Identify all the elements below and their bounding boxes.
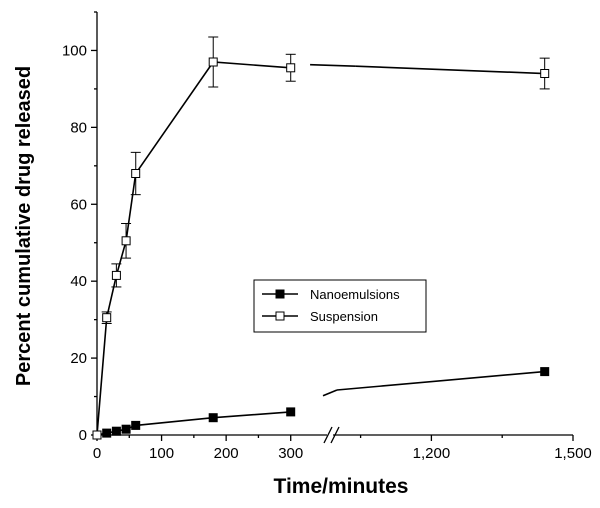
suspension-point: [208, 57, 218, 67]
suspension-point: [131, 169, 141, 178]
suspension-line-segment: [310, 63, 356, 68]
nanoemulsions-line-segment: [322, 389, 338, 397]
y-tick-label: 100: [62, 42, 87, 59]
nanoemulsions-point: [540, 367, 550, 377]
legend-label: Suspension: [310, 309, 378, 324]
y-axis-title: Percent cumulative drug released: [13, 66, 35, 386]
nanoemulsions-point: [208, 413, 218, 423]
y-tick-label: 40: [70, 273, 87, 290]
suspension-point: [111, 270, 121, 280]
suspension-point: [102, 313, 112, 323]
x-tick-label: 100: [149, 445, 174, 462]
suspension-point: [121, 236, 131, 246]
series-gap-lines: [310, 63, 545, 397]
x-tick-label: 1,200: [413, 445, 451, 462]
suspension-point: [286, 63, 296, 73]
y-tick-label: 20: [70, 350, 87, 367]
nanoemulsions-point: [286, 407, 296, 417]
nanoemulsions-point: [111, 426, 121, 436]
nanoemulsions-point: [131, 420, 141, 430]
axes: 0 20 40 60 80 100 0 100 200 300 1,200 1,500: [62, 11, 592, 462]
axis-break-mark: [323, 426, 333, 444]
series-layer: [92, 36, 550, 440]
legend-box: [253, 279, 427, 333]
nanoemulsions-point: [102, 428, 112, 438]
nanoemulsions-point: [121, 424, 131, 434]
suspension-point: [92, 430, 102, 440]
suspension-line-segment: [355, 65, 545, 75]
x-tick-label: 1,500: [554, 445, 592, 462]
x-tick-label: 300: [278, 445, 303, 462]
x-tick-label: 200: [214, 445, 239, 462]
legend-marker: [275, 289, 285, 299]
y-tick-label: 0: [79, 427, 87, 444]
legend-marker: [275, 311, 285, 321]
x-tick-label: 0: [93, 445, 101, 462]
suspension-point: [540, 69, 550, 78]
x-axis-title: Time/minutes: [274, 475, 409, 498]
y-tick-label: 60: [70, 196, 87, 213]
legend-label: Nanoemulsions: [310, 287, 400, 302]
axis-break-mark: [330, 426, 340, 444]
legend: Nanoemulsions Suspension: [253, 279, 427, 333]
nanoemulsions-line-segment: [336, 370, 545, 391]
y-tick-label: 80: [70, 119, 87, 136]
